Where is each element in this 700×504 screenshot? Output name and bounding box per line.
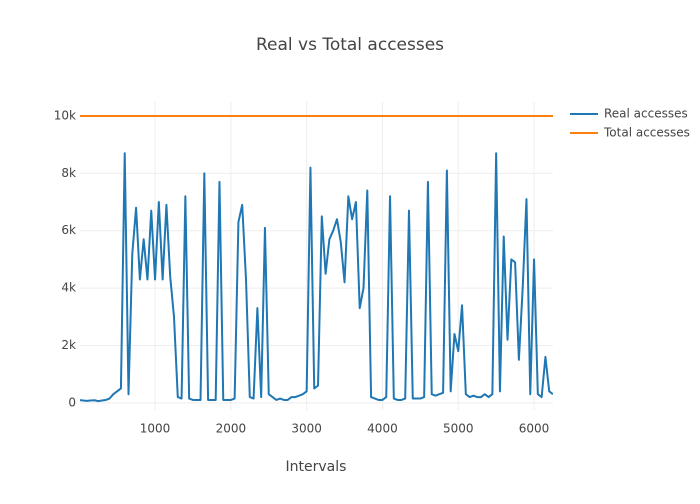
x-tick-label: 1000 bbox=[140, 422, 171, 436]
legend-label: Real accesses bbox=[604, 107, 688, 121]
x-tick-label: 5000 bbox=[443, 422, 474, 436]
chart-title: Real vs Total accesses bbox=[256, 35, 444, 55]
x-tick-label: 3000 bbox=[291, 422, 322, 436]
y-tick-label: 6k bbox=[61, 223, 76, 237]
y-tick-label: 4k bbox=[61, 281, 76, 295]
x-tick-label: 6000 bbox=[519, 422, 550, 436]
y-tick-label: 0 bbox=[68, 395, 76, 409]
y-tick-label: 8k bbox=[61, 166, 76, 180]
x-tick-label: 4000 bbox=[367, 422, 398, 436]
x-tick-label: 2000 bbox=[216, 422, 247, 436]
series-line bbox=[80, 152, 553, 403]
legend-label: Total accesses bbox=[603, 126, 690, 140]
y-tick-label: 10k bbox=[54, 108, 76, 122]
y-tick-label: 2k bbox=[61, 338, 76, 352]
x-axis-label: Intervals bbox=[286, 459, 347, 475]
